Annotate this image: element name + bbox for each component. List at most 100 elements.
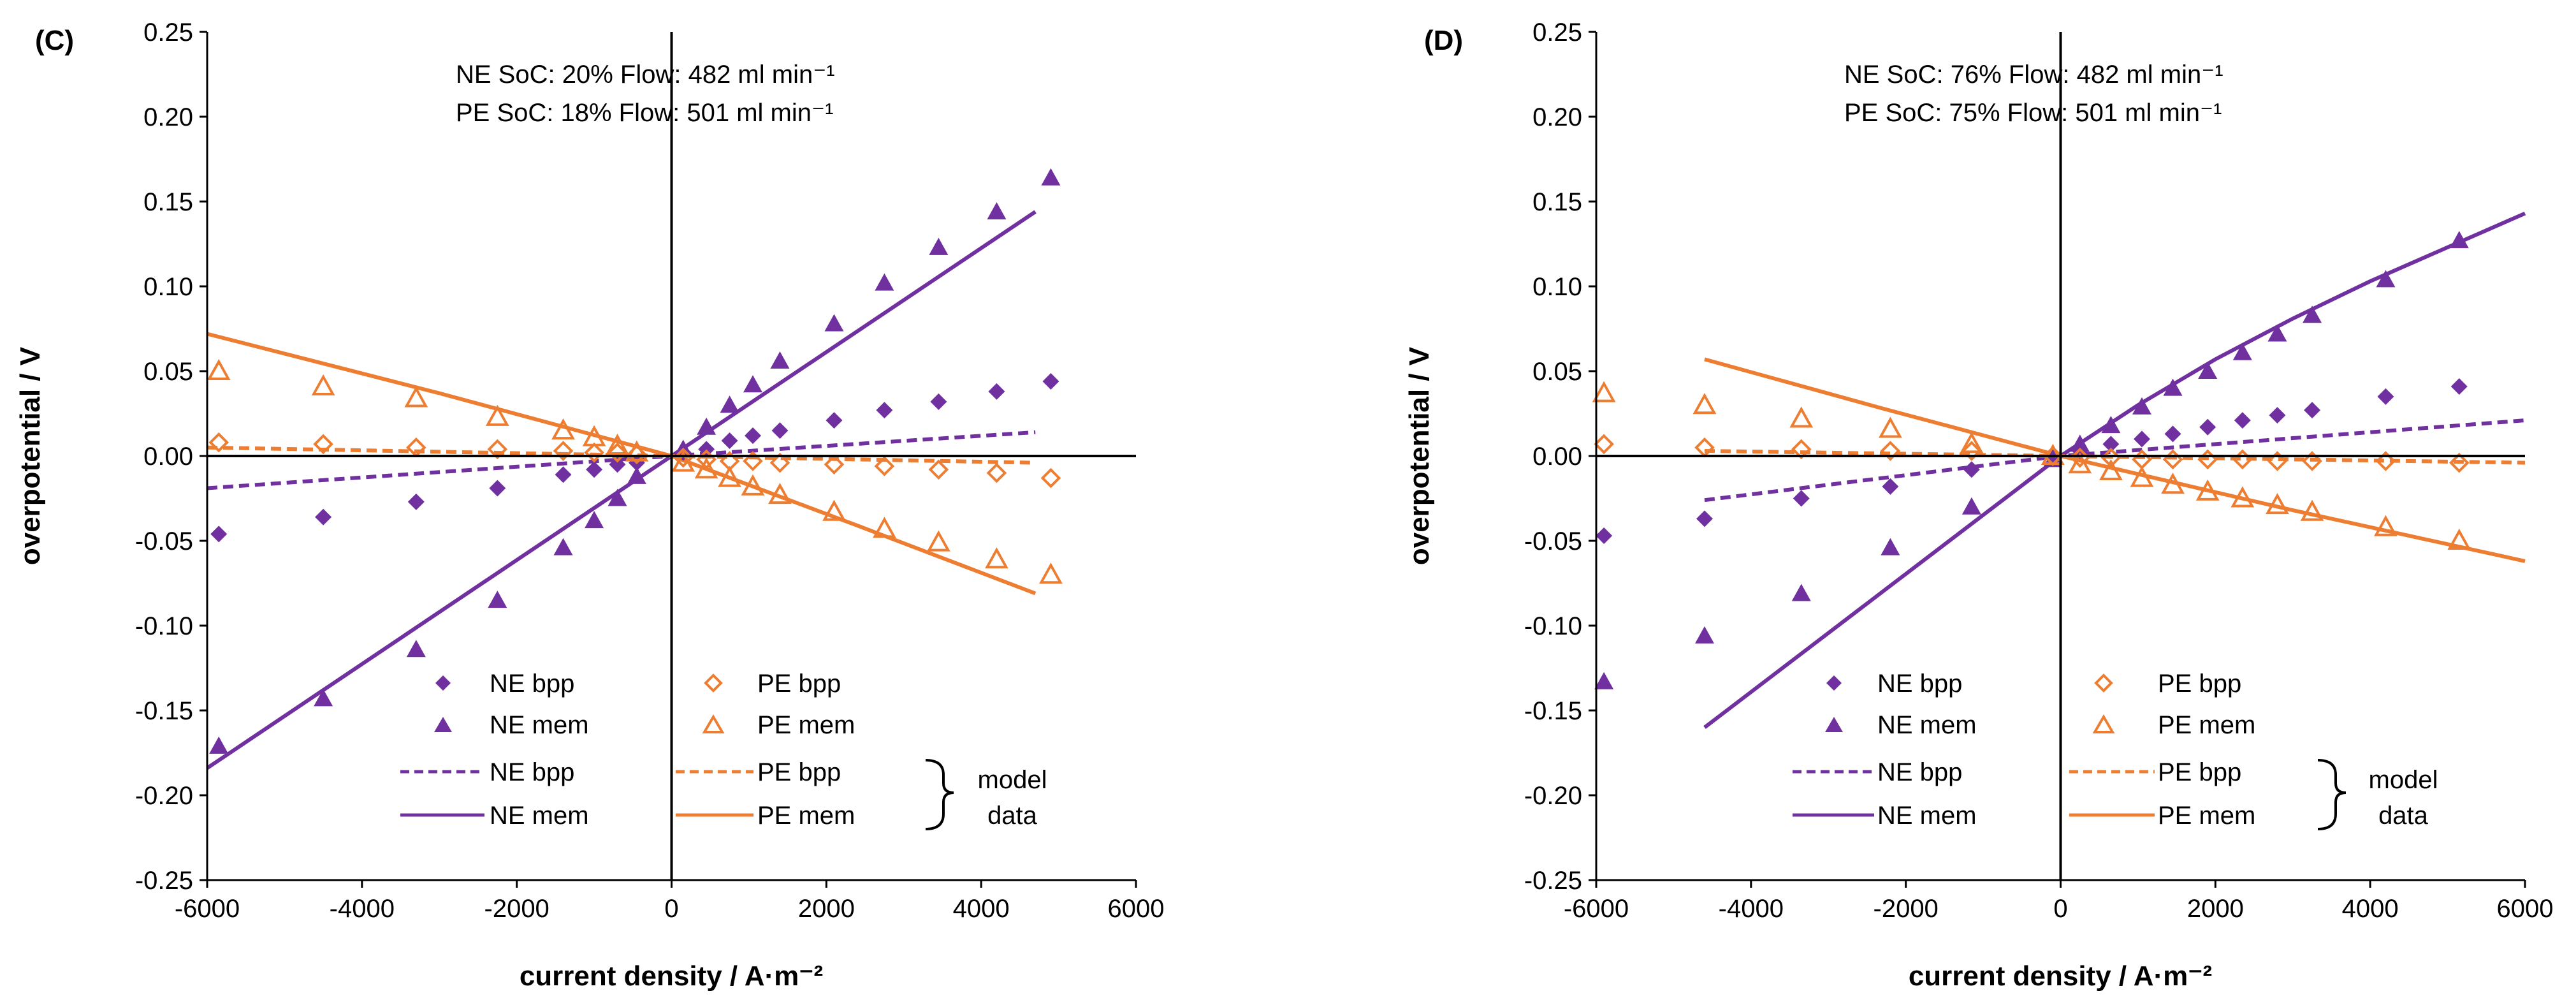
point-ne-mem [1694, 626, 1714, 643]
point-ne-mem [2232, 342, 2252, 360]
point-pe-mem [625, 440, 649, 462]
x-axis-label: current density / A·m⁻² [520, 960, 823, 992]
point-ne-bpp [555, 466, 572, 483]
x-tick-label: 2000 [798, 895, 855, 923]
y-tick-label: -0.20 [1524, 782, 1582, 810]
x-tick-label: 2000 [2187, 895, 2244, 923]
point-ne-mem [987, 202, 1007, 219]
annotation-line-1: NE SoC: 20% Flow: 482 ml min⁻¹ [456, 61, 835, 89]
x-tick-label: 0 [664, 895, 678, 923]
point-ne-bpp [1882, 478, 1899, 495]
point-pe-bpp [607, 442, 628, 463]
point-ne-bpp [721, 432, 738, 450]
point-pe-bpp [208, 432, 229, 453]
point-ne-mem [2070, 434, 2090, 452]
point-ne-mem [1041, 168, 1061, 186]
legend-label-ne-mem: NE mem [1877, 711, 1977, 739]
point-ne-mem [2449, 231, 2469, 249]
point-pe-mem [2374, 515, 2398, 536]
point-ne-bpp [2450, 378, 2468, 395]
point-ne-mem [1594, 672, 1614, 689]
point-ne-mem [209, 736, 229, 754]
x-tick-label: -6000 [1564, 895, 1629, 923]
point-pe-mem [2130, 466, 2154, 487]
point-ne-bpp [586, 461, 603, 478]
point-ne-bpp [826, 412, 843, 429]
point-pe-bpp [487, 439, 508, 460]
point-pe-mem [873, 517, 896, 538]
point-ne-bpp [315, 508, 332, 526]
y-tick-label: 0.00 [1532, 443, 1582, 471]
point-ne-mem [2376, 270, 2396, 288]
model-line-ne-mem [206, 210, 1037, 770]
legend-marker-ne-mem [434, 717, 452, 732]
point-ne-bpp [2102, 436, 2120, 453]
point-ne-bpp [1596, 527, 1613, 545]
y-tick-label: 0.15 [1532, 188, 1582, 216]
legend-label-ne-bpp: NE bpp [490, 670, 574, 698]
panel-c: -0.25 -0.20 -0.15 -0.10 -0.05 0.00 0.05 0.10 0.1… [15, 18, 1164, 992]
y-tick-label: -0.10 [1524, 612, 1582, 640]
point-pe-mem [768, 483, 792, 504]
point-ne-mem [488, 591, 507, 608]
point-ne-bpp [744, 427, 761, 445]
y-tick-label: -0.05 [1524, 527, 1582, 555]
point-ne-bpp [2269, 407, 2286, 424]
point-pe-mem [671, 450, 695, 472]
point-ne-bpp [876, 402, 893, 419]
point-pe-mem [1692, 393, 1717, 415]
point-pe-bpp [2267, 451, 2288, 471]
legend-label-ne-bpp-model: NE bpp [1877, 758, 1962, 786]
y-tick-label: -0.15 [135, 697, 193, 725]
x-tick-label: 6000 [2497, 895, 2554, 923]
point-pe-mem [551, 418, 575, 440]
point-ne-mem [608, 489, 627, 506]
axes-layer: -0.25 -0.20 -0.15 -0.10 -0.05 0.00 0.05 0.10 0.1… [135, 18, 1165, 923]
point-pe-bpp [1880, 441, 1901, 461]
model-brace [2317, 759, 2347, 830]
point-ne-mem [720, 395, 739, 413]
point-ne-bpp [2133, 430, 2150, 448]
point-ne-bpp [489, 480, 506, 497]
point-pe-bpp [584, 442, 604, 463]
x-tick-label: 6000 [1108, 895, 1165, 923]
legend-marker-pe-bpp [2094, 673, 2113, 693]
point-ne-mem [627, 466, 646, 484]
point-ne-bpp [609, 456, 626, 473]
y-tick-label: 0.20 [143, 103, 193, 131]
point-pe-mem [926, 530, 950, 552]
point-pe-mem [1960, 432, 1984, 453]
point-ne-bpp [930, 393, 947, 410]
point-pe-bpp [769, 452, 790, 473]
point-pe-mem [311, 374, 335, 395]
point-pe-mem [822, 499, 846, 521]
legend-label-ne-mem-model: NE mem [490, 802, 589, 830]
x-axis-label: current density / A·m⁻² [1909, 960, 2212, 992]
panel-d: -0.25 -0.20 -0.15 -0.10 -0.05 0.00 0.05 0.10 0.1… [1404, 18, 2553, 992]
point-pe-bpp [743, 451, 763, 471]
legend-label-pe-mem: PE mem [757, 711, 855, 739]
point-pe-bpp [2375, 451, 2396, 471]
point-ne-bpp [1696, 510, 1713, 527]
model-line-pe-mem [1704, 357, 2526, 563]
point-pe-mem [404, 386, 428, 408]
model-label-line-1: model [978, 766, 1047, 794]
point-pe-mem [2266, 493, 2289, 515]
point-pe-mem [2300, 499, 2324, 521]
point-pe-bpp [1961, 441, 1982, 461]
point-ne-bpp [210, 526, 228, 543]
point-ne-mem [2303, 305, 2322, 323]
point-ne-mem [314, 689, 333, 707]
legend-marker-pe-mem [702, 714, 725, 733]
legend-label-pe-bpp-model: PE bpp [757, 758, 841, 786]
legend-label-ne-bpp-model: NE bpp [490, 758, 574, 786]
y-tick-label: 0.10 [143, 273, 193, 301]
point-ne-bpp [1793, 490, 1810, 507]
model-label-line-2: data [2378, 802, 2429, 830]
y-tick-label: -0.15 [1524, 697, 1582, 725]
annotation-line-2: PE SoC: 75% Flow: 501 ml min⁻¹ [1844, 99, 2222, 127]
x-tick-label: -2000 [1874, 895, 1939, 923]
legend: NE bpp NE mem NE bpp NE mem PE bpp PE me… [1793, 670, 2438, 830]
legend: NE bpp NE mem NE bpp NE mem PE bpp PE me… [400, 670, 1047, 830]
